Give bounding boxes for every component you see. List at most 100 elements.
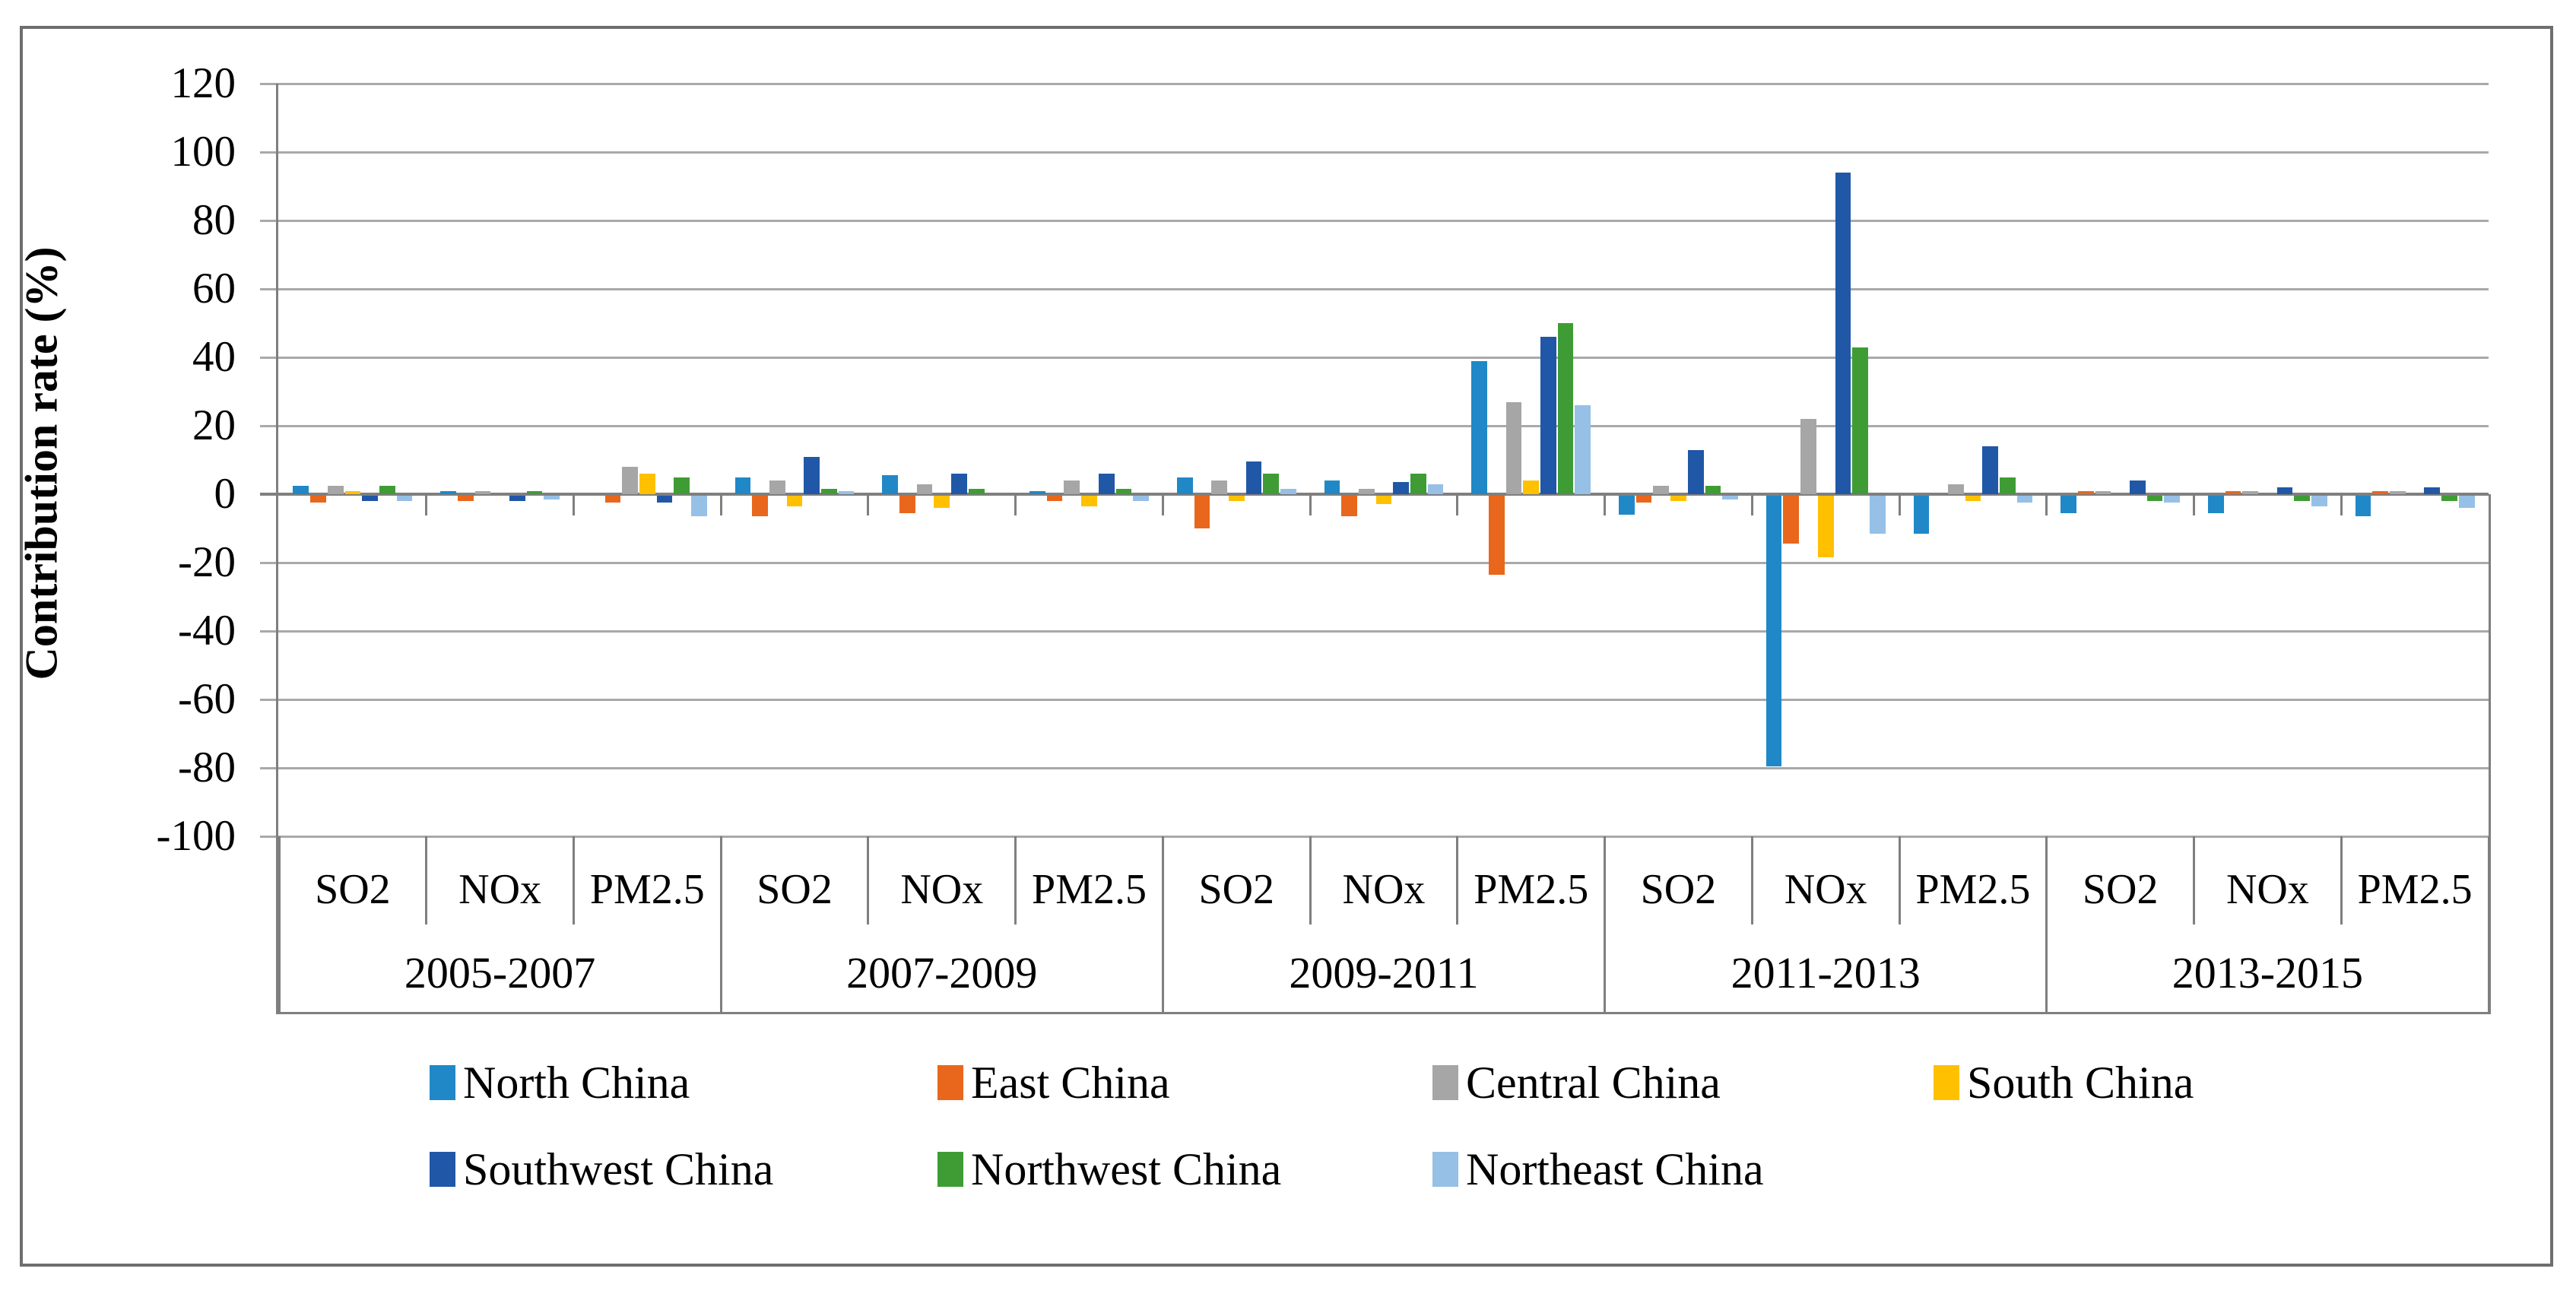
bar-south-china (1965, 496, 1981, 501)
category-tick (1309, 494, 1312, 515)
y-tick-label: -80 (178, 744, 236, 791)
bar-central-china (474, 490, 491, 494)
legend-label: Northeast China (1466, 1144, 1764, 1194)
bar-northwest-china (1999, 477, 2016, 494)
bar-east-china (1046, 496, 1063, 501)
pollutant-separator (1898, 836, 1901, 925)
pollutant-label: NOx (1342, 866, 1426, 913)
bar-southwest-china (2424, 487, 2441, 494)
bar-northwest-china (1263, 474, 1279, 494)
bar-southwest-china (1393, 482, 1410, 494)
bar-north-china (882, 475, 899, 494)
category-tick (1750, 494, 1753, 515)
gridline (260, 561, 2489, 564)
bar-northwest-china (1557, 323, 1574, 494)
pollutant-separator (2340, 836, 2343, 925)
category-tick (1604, 494, 1607, 515)
category-tick (425, 494, 428, 515)
pollutant-label: SO2 (315, 866, 391, 913)
category-tick (1456, 494, 1459, 515)
bar-east-china (1783, 496, 1800, 544)
bar-southwest-china (951, 474, 967, 494)
gridline (260, 424, 2489, 427)
legend-item-east-china: East China (937, 1058, 1170, 1107)
y-tick-label: 120 (170, 59, 236, 107)
bar-south-china (1670, 496, 1686, 501)
pollutant-label: PM2.5 (1915, 866, 2031, 913)
bar-central-china (622, 467, 638, 494)
bar-north-china (1765, 496, 1782, 766)
period-label: 2011-2013 (1731, 948, 1921, 997)
legend-color-swatch (430, 1065, 455, 1100)
y-tick-label: 100 (170, 128, 236, 176)
period-separator (1161, 836, 1164, 1013)
bar-southwest-china (1835, 173, 1851, 494)
pollutant-separator (425, 836, 428, 925)
bar-northwest-china (2294, 496, 2311, 501)
y-tick-label: 40 (192, 333, 236, 381)
bar-north-china (440, 490, 456, 494)
bar-east-china (752, 496, 769, 516)
legend-color-swatch (937, 1152, 963, 1187)
bar-north-china (293, 485, 309, 494)
pollutant-label: PM2.5 (1474, 866, 1589, 913)
bar-northwest-china (968, 489, 985, 494)
bar-northeast-china (1869, 496, 1886, 534)
pollutant-label: PM2.5 (589, 866, 705, 913)
bar-central-china (2242, 490, 2259, 494)
legend-item-central-china: Central China (1432, 1058, 1721, 1107)
bar-south-china (639, 474, 655, 494)
bar-east-china (899, 496, 915, 513)
legend-color-swatch (430, 1152, 455, 1187)
bar-north-china (2355, 496, 2371, 516)
gridline (260, 287, 2489, 290)
bar-east-china (604, 496, 621, 503)
y-tick-label: 20 (192, 401, 236, 449)
bar-southwest-china (2130, 480, 2146, 494)
legend-color-swatch (1432, 1065, 1458, 1100)
legend-item-northwest-china: Northwest China (937, 1145, 1281, 1194)
bar-southwest-china (1982, 446, 1998, 494)
bar-northeast-china (396, 496, 413, 501)
bar-east-china (1488, 496, 1505, 575)
bar-northeast-china (2164, 496, 2181, 503)
bar-central-china (916, 484, 933, 494)
bar-north-china (2060, 496, 2076, 513)
period-label: 2005-2007 (404, 948, 596, 997)
legend-label: North China (463, 1058, 690, 1108)
bar-north-china (1913, 496, 1930, 534)
category-tick (1014, 494, 1017, 515)
bar-southwest-china (2276, 487, 2293, 494)
y-tick-label: 0 (214, 470, 236, 518)
bar-east-china (2077, 490, 2094, 494)
bar-northwest-china (821, 489, 837, 494)
category-tick (719, 494, 722, 515)
bar-east-china (1194, 496, 1210, 528)
pollutant-label: NOx (458, 866, 542, 913)
bar-northeast-china (1133, 496, 1149, 501)
bar-southwest-china (1245, 461, 1262, 494)
bar-north-china (2207, 496, 2224, 513)
pollutant-label: PM2.5 (1032, 866, 1147, 913)
legend-label: Northwest China (971, 1144, 1282, 1194)
legend-label: Central China (1466, 1058, 1721, 1108)
category-tick (572, 494, 575, 515)
bar-central-china (2390, 490, 2406, 494)
pollutant-label: SO2 (2082, 866, 2159, 913)
bar-southwest-china (1687, 449, 1704, 494)
pollutant-label: SO2 (1640, 866, 1717, 913)
bar-northwest-china (379, 485, 395, 494)
bar-northwest-china (526, 490, 543, 494)
gridline (260, 82, 2489, 85)
pollutant-separator (1750, 836, 1753, 925)
bar-north-china (1176, 477, 1193, 494)
bar-northeast-china (838, 490, 855, 494)
figure-border (20, 26, 2553, 1267)
pollutant-label: PM2.5 (2357, 866, 2473, 913)
bar-south-china (344, 490, 361, 494)
bar-east-china (310, 496, 326, 503)
pollutant-label: SO2 (1198, 866, 1275, 913)
y-tick-label: 60 (192, 265, 236, 312)
category-tick (1898, 494, 1901, 515)
